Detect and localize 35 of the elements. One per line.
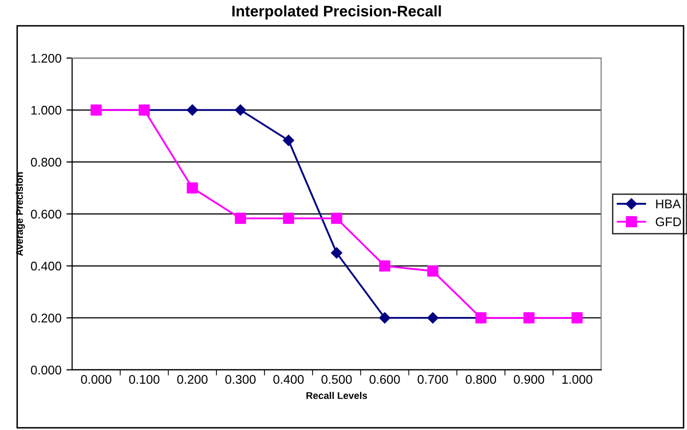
point [282, 212, 294, 224]
point [427, 266, 438, 277]
x-axis-title: Recall Levels [306, 392, 368, 400]
y-tick-label: 1.200 [31, 54, 62, 63]
y-tick-label: 1.000 [31, 106, 62, 115]
x-tick-label: 0.300 [225, 374, 256, 384]
x-tick-label: 0.400 [273, 374, 304, 384]
x-tick-label: 0.600 [370, 374, 400, 384]
x-tick-label: 0.500 [321, 374, 352, 384]
chart-title: Interpolated Precision-Recall [232, 5, 441, 20]
y-tick-label: 0.600 [30, 210, 62, 219]
point [234, 212, 246, 224]
x-tick-label: 0.800 [466, 374, 496, 384]
point [186, 182, 198, 194]
point [379, 312, 390, 324]
point [331, 247, 342, 258]
x-tick-label: 0.000 [81, 374, 112, 384]
x-tick-label: 0.900 [514, 374, 544, 384]
x-tick-label: 1.000 [562, 374, 592, 384]
point [379, 260, 390, 272]
point [331, 212, 342, 224]
y-tick-label: 0.400 [30, 262, 62, 271]
point [427, 312, 438, 324]
y-tick-label: 0.800 [30, 158, 62, 167]
point [234, 104, 246, 116]
y-axis-title: Average Precision [16, 172, 25, 256]
y-tick-label: 0.200 [30, 314, 62, 322]
legend-label: HBA [656, 200, 681, 208]
x-tick-label: 0.200 [177, 374, 208, 384]
y-tick-label: 0.000 [30, 366, 62, 374]
point [186, 104, 198, 116]
legend-label: GFD [656, 217, 681, 226]
x-tick-label: 0.100 [129, 374, 160, 384]
x-tick-label: 0.700 [418, 374, 448, 384]
point [282, 134, 294, 146]
